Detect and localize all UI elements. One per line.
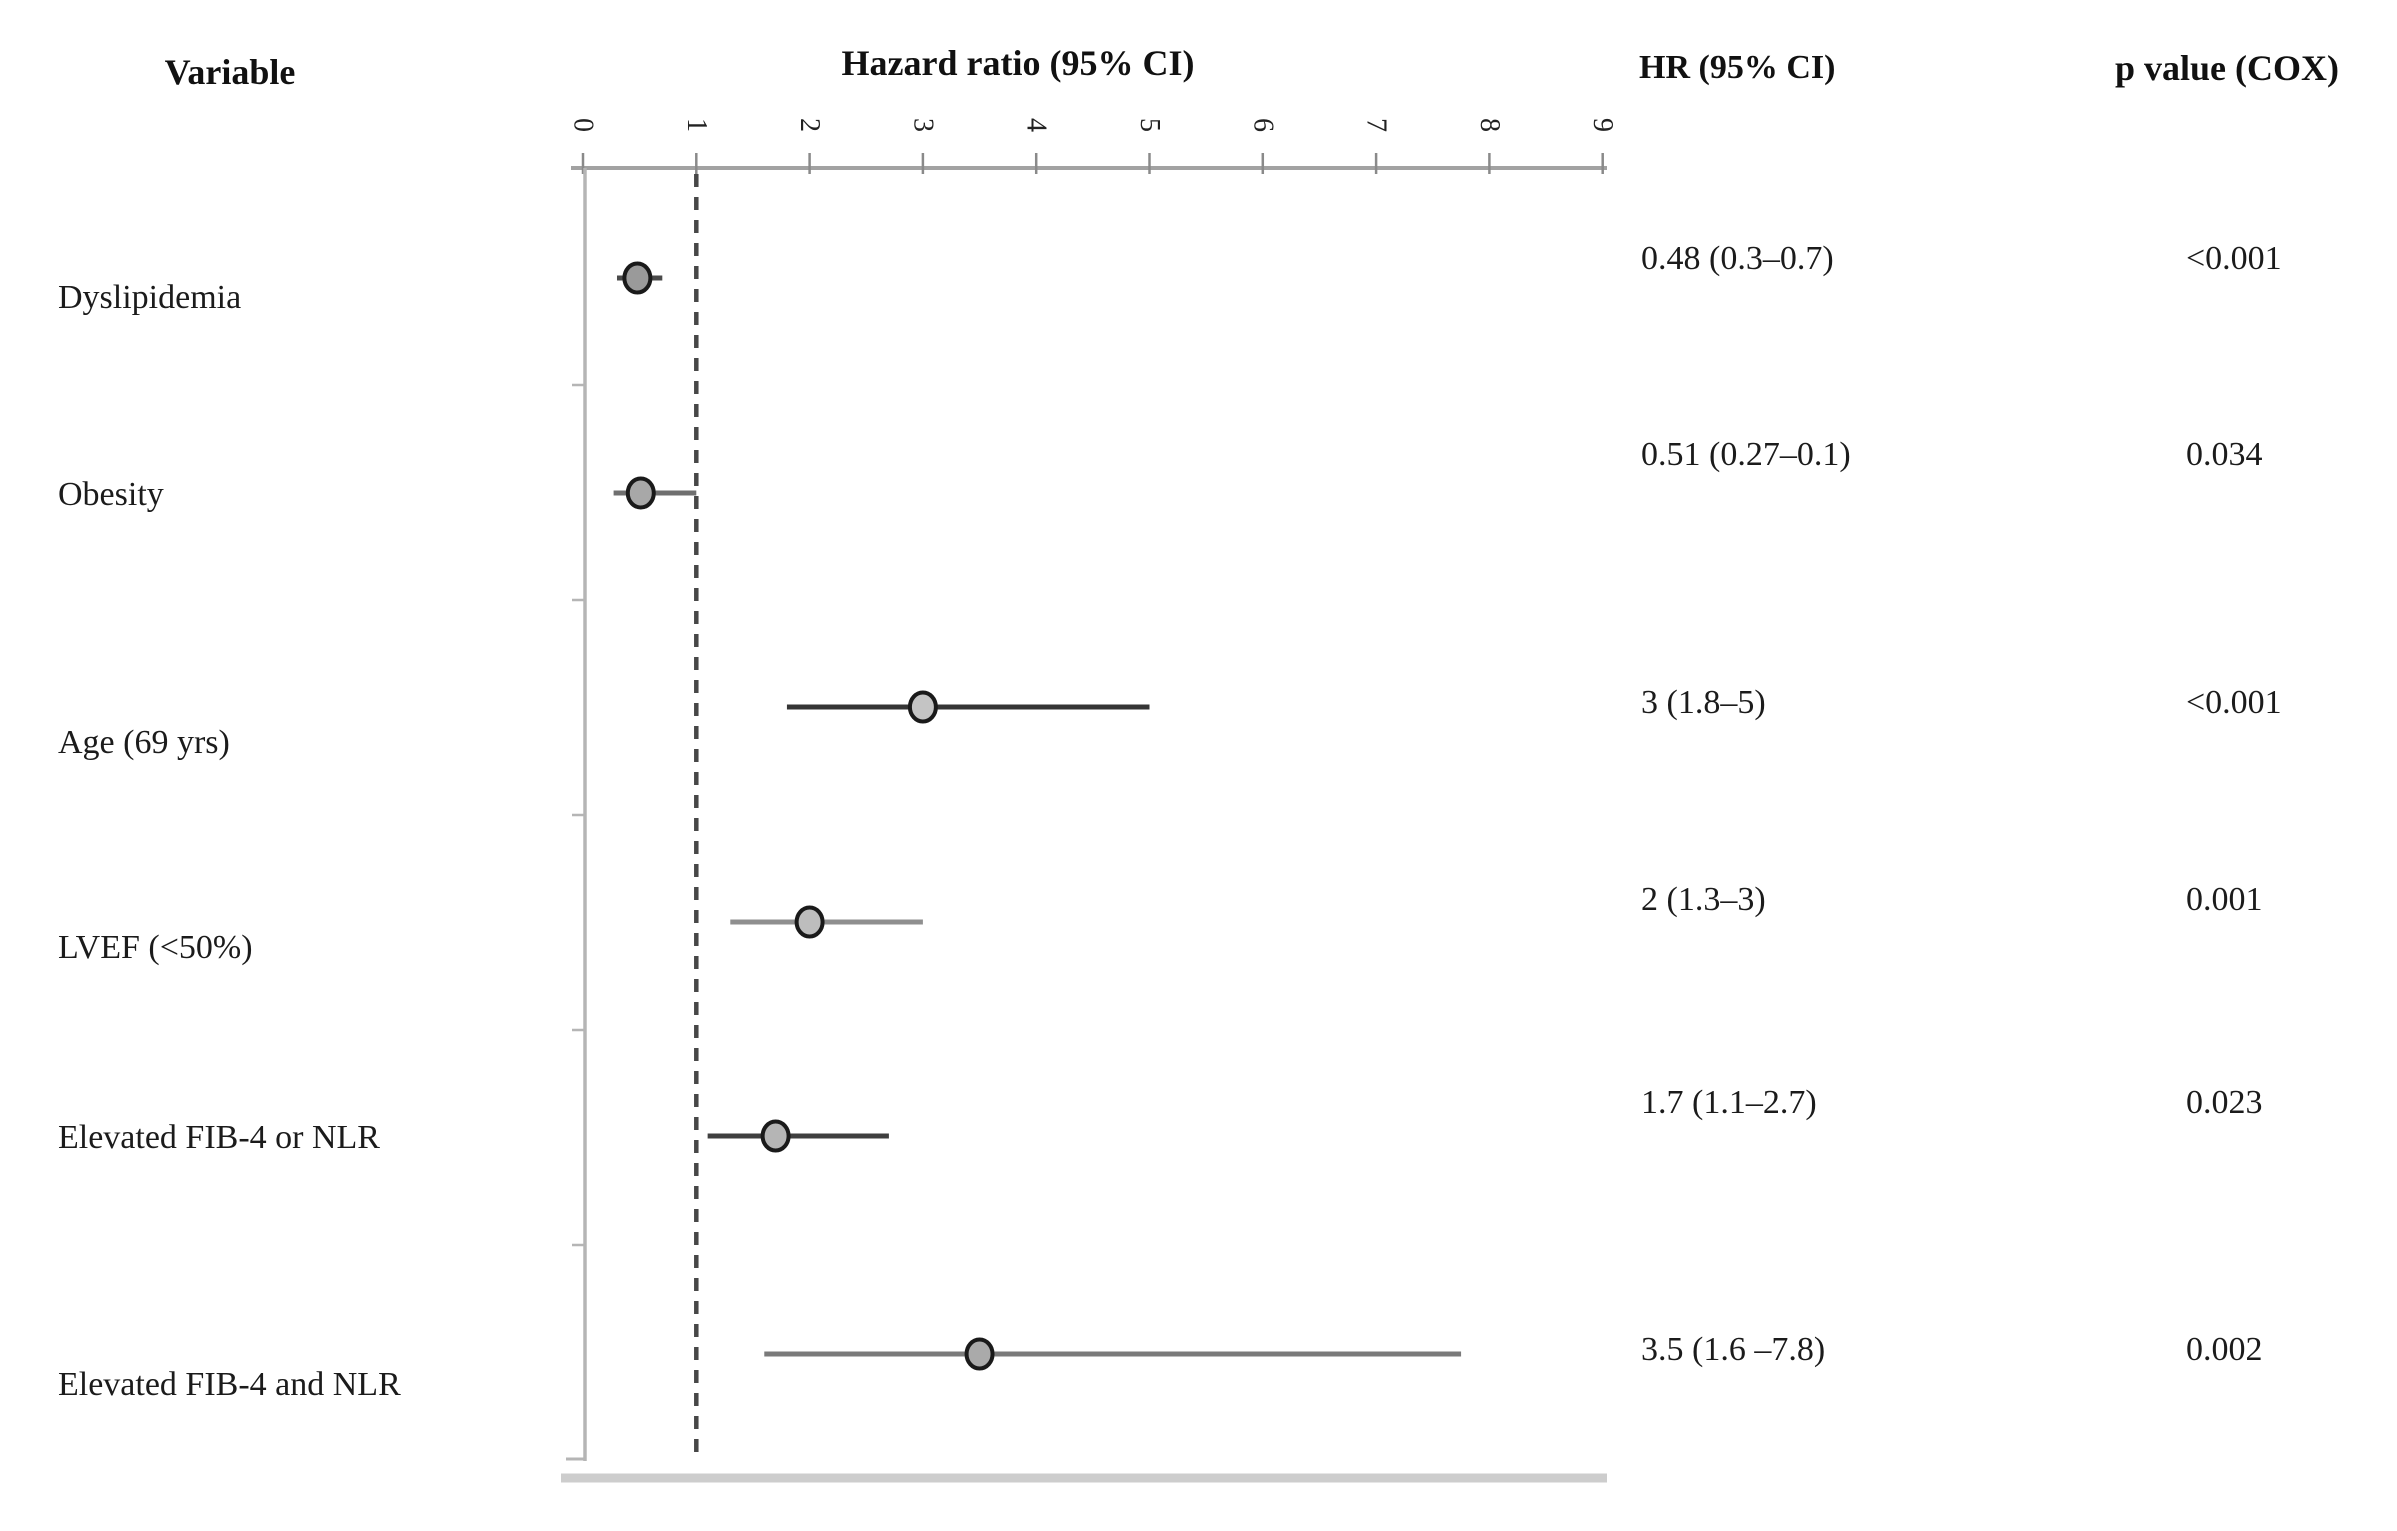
x-axis-tick-label: 2 (794, 118, 825, 132)
plot-title: Hazard ratio (95% CI) (841, 43, 1195, 83)
x-axis-tick-label: 0 (568, 118, 599, 132)
hr-point-marker (964, 1337, 995, 1371)
row-p-value: 0.001 (2186, 881, 2263, 918)
hr-column-header: HR (95% CI) (1639, 49, 1836, 86)
hr-point-marker (760, 1119, 791, 1153)
row-hr-ci-value: 0.51 (0.27–0.1) (1641, 436, 1851, 473)
x-axis-tick-label: 5 (1134, 118, 1165, 132)
x-axis-tick-label: 4 (1021, 118, 1052, 132)
hr-point-marker (907, 690, 938, 724)
x-axis-tick-label: 1 (681, 118, 712, 132)
variable-column-header: Variable (164, 52, 296, 92)
row-hr-ci-value: 0.48 (0.3–0.7) (1641, 240, 1834, 277)
row-variable-label: Elevated FIB-4 or NLR (58, 1119, 380, 1156)
x-axis-tick-label: 8 (1474, 118, 1505, 132)
x-axis-tick-label: 6 (1247, 118, 1278, 132)
row-hr-ci-value: 3.5 (1.6 –7.8) (1641, 1331, 1826, 1368)
row-variable-label: LVEF (<50%) (58, 929, 253, 966)
hr-point-marker (625, 476, 656, 510)
p-value-column-header: p value (COX) (2115, 48, 2339, 88)
row-variable-label: Elevated FIB-4 and NLR (58, 1366, 401, 1403)
row-hr-ci-value: 2 (1.3–3) (1641, 881, 1766, 918)
row-p-value: 0.002 (2186, 1331, 2263, 1368)
hr-point-marker (622, 261, 653, 295)
row-p-value: 0.023 (2186, 1084, 2263, 1121)
row-variable-label: Age (69 yrs) (58, 724, 230, 761)
row-variable-label: Obesity (58, 476, 164, 513)
row-hr-ci-value: 3 (1.8–5) (1641, 684, 1766, 721)
row-p-value: 0.034 (2186, 436, 2263, 473)
hr-point-marker (794, 905, 825, 939)
row-p-value: <0.001 (2186, 240, 2282, 277)
row-hr-ci-value: 1.7 (1.1–2.7) (1641, 1084, 1817, 1121)
row-variable-label: Dyslipidemia (58, 279, 242, 316)
x-axis-tick-label: 9 (1587, 118, 1618, 132)
row-p-value: <0.001 (2186, 684, 2282, 721)
x-axis-tick-label: 7 (1361, 118, 1392, 132)
x-axis-tick-label: 3 (907, 118, 938, 132)
